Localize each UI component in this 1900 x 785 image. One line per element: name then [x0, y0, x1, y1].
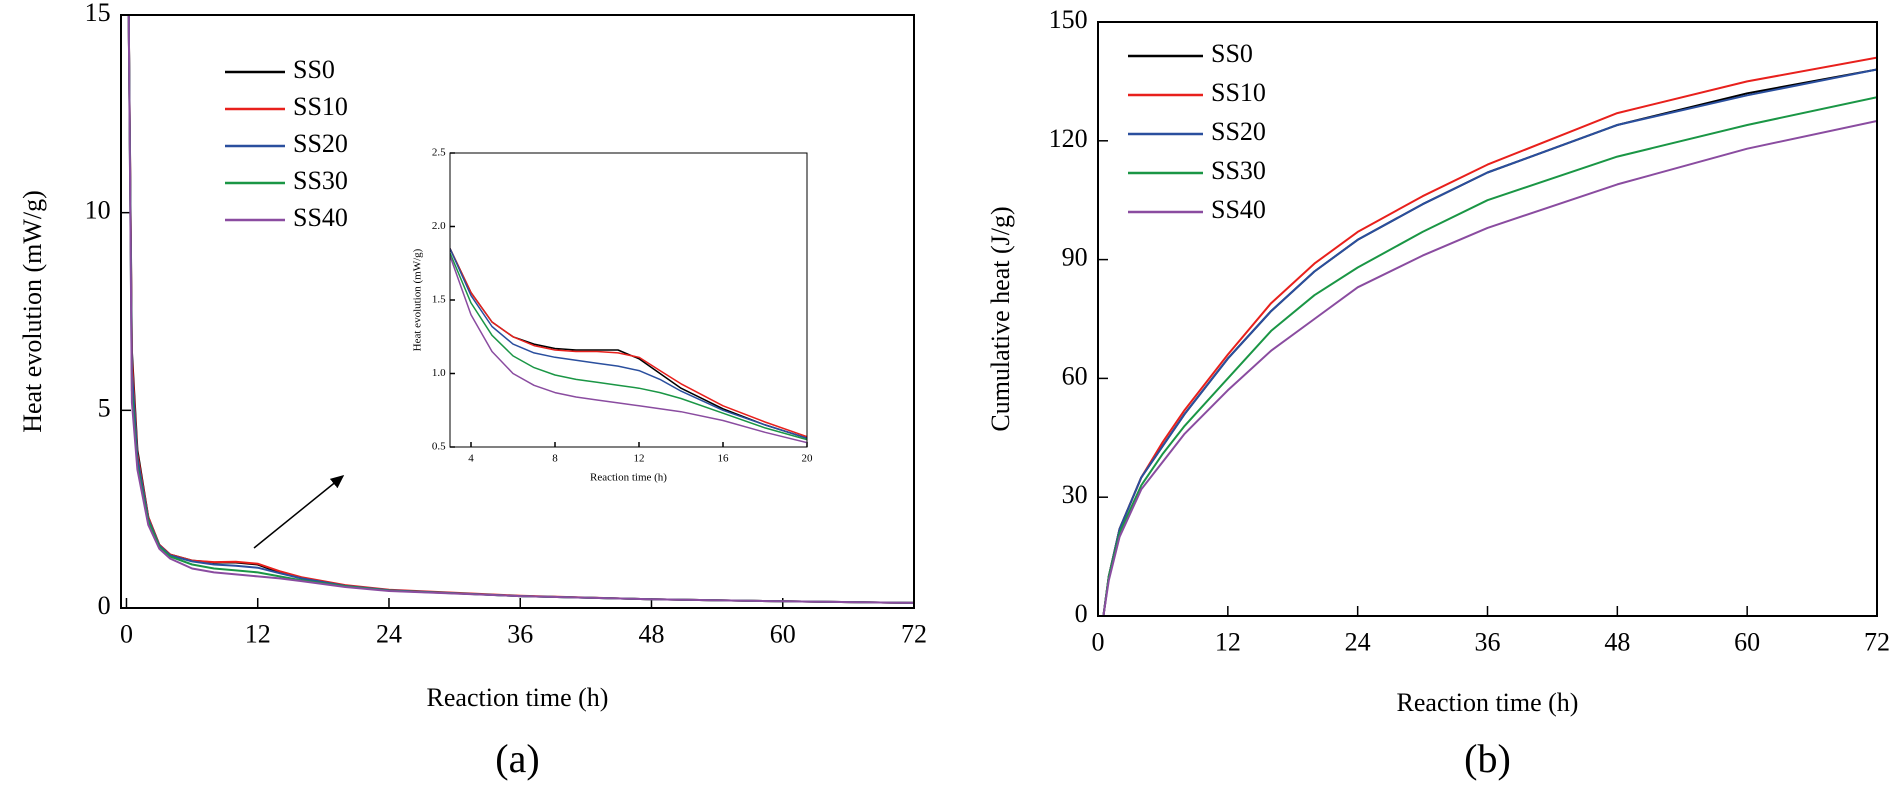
panel-label: (a) [495, 736, 539, 781]
series-line [450, 248, 807, 438]
y-axis-label: Heat evolution (mW/g) [412, 248, 424, 351]
x-axis-label: Reaction time (h) [427, 683, 609, 712]
panel-label: (b) [1464, 736, 1511, 781]
x-tick-label: 72 [1864, 628, 1890, 657]
x-tick-label: 12 [634, 453, 645, 465]
x-tick-label: 24 [1345, 628, 1371, 657]
legend-label: SS10 [293, 92, 348, 121]
y-axis-label: Cumulative heat (J/g) [986, 206, 1015, 431]
y-tick-label: 90 [1062, 243, 1088, 272]
x-tick-label: 60 [1734, 628, 1760, 657]
y-tick-label: 2.0 [432, 220, 446, 232]
x-tick-label: 60 [770, 620, 796, 649]
series-line [1102, 68, 1877, 616]
x-tick-label: 24 [376, 620, 402, 649]
x-tick-label: 20 [802, 453, 814, 465]
y-tick-label: 15 [85, 0, 111, 27]
legend-label: SS40 [1211, 195, 1266, 224]
legend-label: SS30 [293, 166, 348, 195]
series-line [1102, 120, 1877, 616]
series-line [450, 248, 807, 439]
x-tick-label: 36 [1475, 628, 1501, 657]
x-axis-label: Reaction time (h) [590, 472, 667, 484]
x-tick-label: 8 [552, 453, 558, 465]
x-tick-label: 0 [120, 620, 133, 649]
series-line [450, 252, 807, 441]
legend-label: SS20 [293, 129, 348, 158]
series-line [127, 15, 914, 604]
series-line [1102, 96, 1877, 616]
y-axis-label: Heat evolution (mW/g) [18, 190, 47, 433]
y-tick-label: 60 [1062, 361, 1088, 390]
plot-frame [1097, 21, 1878, 617]
x-tick-label: 72 [901, 620, 927, 649]
inset-background [450, 153, 807, 447]
x-tick-label: 12 [245, 620, 271, 649]
legend-label: SS30 [1211, 156, 1266, 185]
y-tick-label: 1.0 [432, 367, 446, 379]
y-tick-label: 0 [1075, 599, 1088, 628]
y-tick-label: 2.5 [432, 147, 446, 159]
series-line [450, 255, 807, 444]
legend-label: SS0 [1211, 39, 1253, 68]
y-tick-label: 10 [85, 196, 111, 225]
y-tick-label: 0.5 [432, 441, 446, 453]
x-tick-label: 48 [638, 620, 664, 649]
series-line [1102, 68, 1877, 616]
x-tick-label: 36 [507, 620, 533, 649]
x-tick-label: 0 [1092, 628, 1105, 657]
legend-label: SS10 [1211, 78, 1266, 107]
x-tick-label: 4 [468, 453, 474, 465]
y-tick-label: 5 [98, 393, 111, 422]
legend-label: SS0 [293, 55, 335, 84]
y-tick-label: 30 [1062, 480, 1088, 509]
plot-frame [120, 14, 915, 609]
y-tick-label: 1.5 [432, 294, 446, 306]
y-tick-label: 0 [98, 591, 111, 620]
x-tick-label: 12 [1215, 628, 1241, 657]
legend-label: SS20 [1211, 117, 1266, 146]
y-tick-label: 120 [1049, 124, 1088, 153]
x-tick-label: 48 [1604, 628, 1630, 657]
x-tick-label: 16 [718, 453, 730, 465]
x-axis-label: Reaction time (h) [1397, 688, 1579, 717]
plot-frame [449, 152, 808, 448]
inset-arrow [253, 475, 345, 549]
y-tick-label: 150 [1049, 5, 1088, 34]
legend-label: SS40 [293, 203, 348, 232]
